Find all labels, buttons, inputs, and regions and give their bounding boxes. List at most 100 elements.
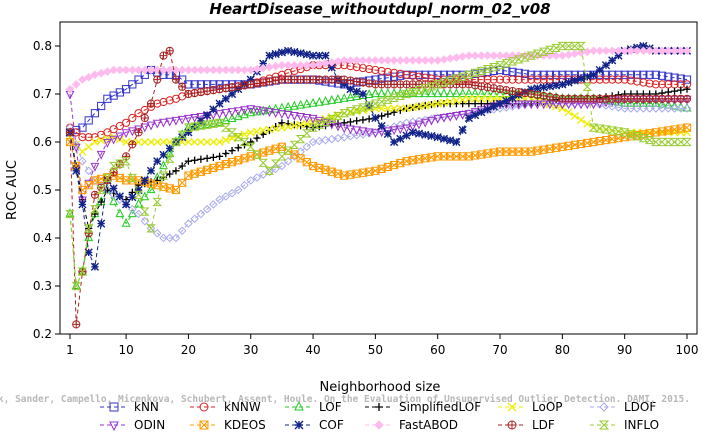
data-point: [246, 65, 256, 75]
data-point: [159, 118, 168, 128]
data-point: [277, 161, 287, 171]
data-point: [208, 118, 218, 127]
data-point: [508, 51, 517, 60]
data-point: [502, 75, 511, 84]
data-point: [664, 88, 672, 96]
y-tick-label: 0.4: [33, 231, 52, 245]
legend-item-ODIN: ODIN: [100, 418, 165, 432]
data-point: [259, 59, 268, 68]
data-point: [583, 72, 592, 81]
data-point: [302, 113, 312, 123]
data-point: [140, 113, 149, 123]
data-point: [277, 110, 287, 119]
data-point: [470, 88, 480, 98]
data-point: [670, 100, 679, 110]
data-point: [327, 95, 337, 104]
data-point: [171, 116, 181, 126]
data-point: [352, 91, 362, 100]
data-point: [402, 131, 411, 140]
data-point: [599, 402, 609, 412]
data-point: [133, 190, 144, 199]
data-point: [78, 156, 87, 166]
data-point: [533, 84, 542, 93]
data-point: [209, 137, 218, 147]
data-point: [489, 51, 499, 60]
data-point: [440, 100, 448, 108]
data-point: [240, 109, 249, 119]
data-point: [545, 70, 554, 79]
data-point: [570, 112, 579, 121]
data-point: [178, 82, 187, 91]
data-point: [396, 134, 405, 143]
data-point: [115, 159, 125, 168]
data-point: [209, 105, 218, 114]
data-point: [477, 108, 486, 117]
data-point: [84, 166, 94, 176]
data-point: [199, 420, 209, 430]
data-point: [109, 135, 119, 145]
data-point: [346, 92, 355, 101]
data-point: [121, 157, 131, 166]
data-point: [633, 77, 642, 86]
data-point: [196, 119, 206, 129]
data-point: [97, 198, 105, 206]
data-point: [115, 121, 124, 131]
data-point: [209, 153, 217, 161]
data-point: [308, 123, 318, 132]
data-point: [339, 56, 349, 65]
data-point: [278, 119, 286, 127]
data-point: [184, 219, 193, 228]
data-point: [601, 75, 611, 84]
data-point: [103, 186, 111, 194]
data-point: [308, 51, 318, 60]
series-line: [69, 88, 688, 231]
data-point: [576, 41, 586, 51]
data-point: [676, 74, 685, 83]
x-tick-label: 100: [676, 343, 699, 357]
data-point: [682, 94, 692, 103]
data-point: [495, 61, 505, 70]
data-point: [109, 184, 118, 193]
data-point: [140, 123, 150, 133]
data-point: [164, 154, 175, 163]
data-point: [190, 65, 199, 75]
data-point: [676, 104, 686, 113]
data-point: [426, 82, 437, 91]
data-point: [408, 71, 417, 80]
data-point: [320, 117, 331, 126]
data-point: [390, 104, 399, 113]
data-point: [539, 75, 548, 84]
data-point: [608, 56, 617, 65]
data-point: [196, 137, 205, 147]
data-point: [639, 78, 648, 87]
data-point: [97, 101, 106, 111]
data-point: [564, 108, 573, 117]
data-point: [252, 106, 262, 116]
data-point: [526, 100, 536, 110]
data-point: [620, 75, 629, 84]
data-point: [246, 75, 255, 84]
data-point: [90, 109, 100, 118]
data-point: [177, 226, 187, 236]
data-point: [614, 103, 623, 112]
data-point: [246, 105, 256, 115]
data-point: [433, 88, 443, 98]
data-point: [408, 122, 418, 132]
data-point: [470, 108, 480, 117]
data-point: [109, 190, 118, 200]
data-point: [626, 76, 636, 85]
data-point: [645, 79, 654, 88]
data-point: [115, 192, 124, 201]
data-point: [202, 119, 212, 128]
data-point: [601, 125, 611, 134]
data-point: [103, 128, 112, 137]
legend-label: kNNW: [224, 400, 261, 414]
chart-title: HeartDisease_withoutdupl_norm_02_v08: [209, 0, 550, 18]
data-point: [651, 46, 661, 56]
data-point: [326, 114, 337, 124]
data-point: [507, 402, 517, 412]
data-point: [483, 94, 492, 103]
data-point: [657, 80, 667, 89]
data-point: [71, 281, 82, 291]
data-point: [159, 97, 168, 107]
